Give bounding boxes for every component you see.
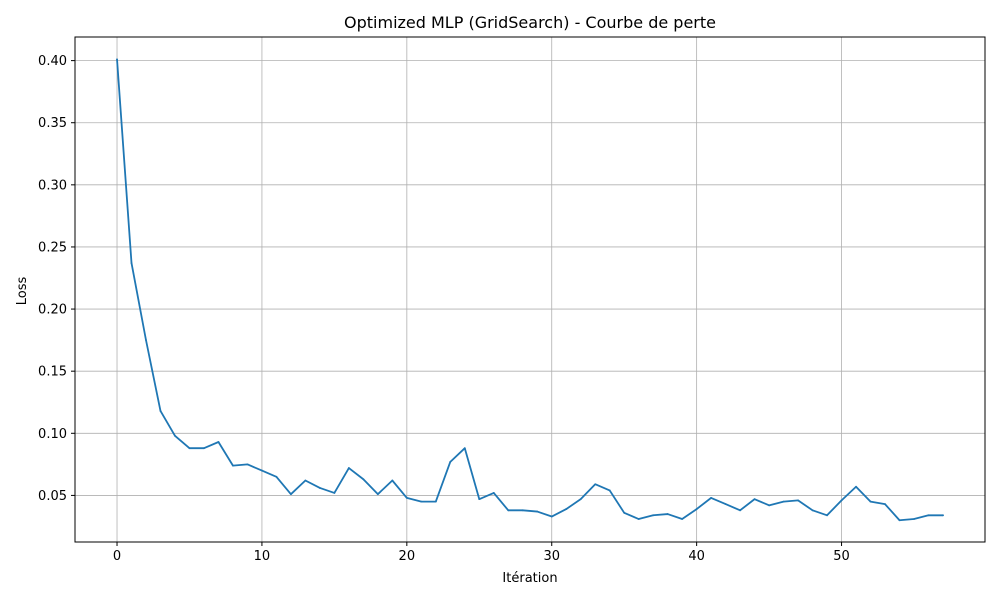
loss-data-point	[594, 483, 597, 486]
loss-data-point	[420, 500, 423, 503]
loss-data-point	[130, 262, 133, 264]
loss-data-point	[927, 514, 930, 517]
loss-data-point	[623, 511, 626, 514]
loss-data-point	[565, 508, 568, 510]
loss-data-point	[376, 493, 379, 496]
x-tick-label: 50	[833, 549, 850, 564]
x-tick-label: 30	[543, 549, 560, 564]
loss-data-point	[695, 508, 698, 510]
loss-data-point	[318, 487, 321, 489]
chart-title: Optimized MLP (GridSearch) - Courbe de p…	[344, 13, 716, 32]
loss-data-point	[463, 447, 466, 450]
loss-data-point	[434, 500, 437, 503]
loss-data-point	[840, 499, 843, 502]
y-axis-ticks: 0.05 0.10 0.15 0.20 0.25 0.30 0.35 0.40	[38, 54, 75, 504]
plot-frame	[74, 36, 986, 543]
loss-data-point	[333, 492, 336, 494]
y-axis-label: Loss	[15, 277, 30, 306]
loss-data-point	[507, 509, 510, 512]
loss-data-point	[637, 518, 640, 520]
y-tick-label: 0.10	[38, 427, 67, 442]
loss-data-point	[724, 503, 727, 506]
x-tick-label: 10	[254, 549, 271, 564]
loss-data-point	[681, 518, 684, 520]
loss-data-point	[290, 493, 292, 496]
grid	[75, 37, 985, 542]
y-tick-label: 0.20	[38, 303, 67, 318]
loss-data-point	[492, 492, 495, 494]
loss-data-point	[579, 498, 582, 501]
y-tick-label: 0.30	[38, 178, 67, 193]
y-tick-label: 0.40	[38, 54, 67, 69]
loss-data-point	[347, 467, 350, 469]
loss-data-point	[145, 339, 147, 342]
loss-data-point	[536, 510, 539, 513]
loss-data-point	[405, 497, 408, 499]
loss-data-point	[116, 58, 118, 61]
series-layer	[116, 58, 944, 522]
y-tick-label: 0.15	[38, 365, 67, 380]
x-tick-label: 40	[688, 549, 705, 564]
loss-data-point	[275, 475, 278, 478]
loss-data-point	[942, 514, 944, 517]
loss-data-point	[261, 469, 263, 472]
y-tick-label: 0.05	[38, 489, 67, 504]
loss-data-point	[710, 497, 713, 499]
y-tick-label: 0.35	[38, 116, 67, 131]
loss-data-point	[188, 447, 191, 450]
loss-data-point	[913, 518, 915, 520]
x-tick-label: 20	[399, 549, 416, 564]
loss-data-point	[884, 503, 886, 506]
loss-data-point	[753, 498, 756, 501]
loss-data-point	[666, 513, 669, 515]
loss-data-point	[521, 509, 524, 512]
loss-data-point	[608, 489, 611, 492]
loss-data-point	[739, 509, 742, 512]
loss-data-point	[768, 504, 770, 507]
loss-data-point	[855, 485, 857, 488]
x-tick-label: 0	[113, 549, 121, 564]
loss-data-point	[782, 500, 785, 503]
loss-data-point	[898, 519, 901, 522]
loss-data-point	[174, 434, 176, 437]
loss-data-point	[652, 514, 655, 517]
loss-data-point	[304, 479, 307, 482]
loss-data-point	[869, 500, 872, 503]
y-tick-label: 0.25	[38, 240, 67, 255]
loss-data-point	[159, 410, 162, 412]
loss-data-point	[391, 479, 394, 482]
loss-data-point	[362, 478, 365, 481]
loss-data-point	[826, 514, 828, 517]
loss-data-point	[449, 460, 452, 463]
loss-data-point	[550, 515, 553, 518]
loss-data-point	[478, 498, 481, 501]
loss-series-line	[116, 58, 944, 522]
loss-data-point	[232, 464, 234, 467]
loss-data-point	[217, 441, 220, 443]
x-axis-label: Itération	[502, 571, 557, 586]
loss-data-point	[797, 499, 799, 502]
loss-data-point	[246, 463, 249, 466]
x-axis-ticks: 0 10 20 30 40 50	[113, 542, 850, 564]
loss-data-point	[811, 509, 814, 512]
loss-data-point	[203, 447, 205, 450]
